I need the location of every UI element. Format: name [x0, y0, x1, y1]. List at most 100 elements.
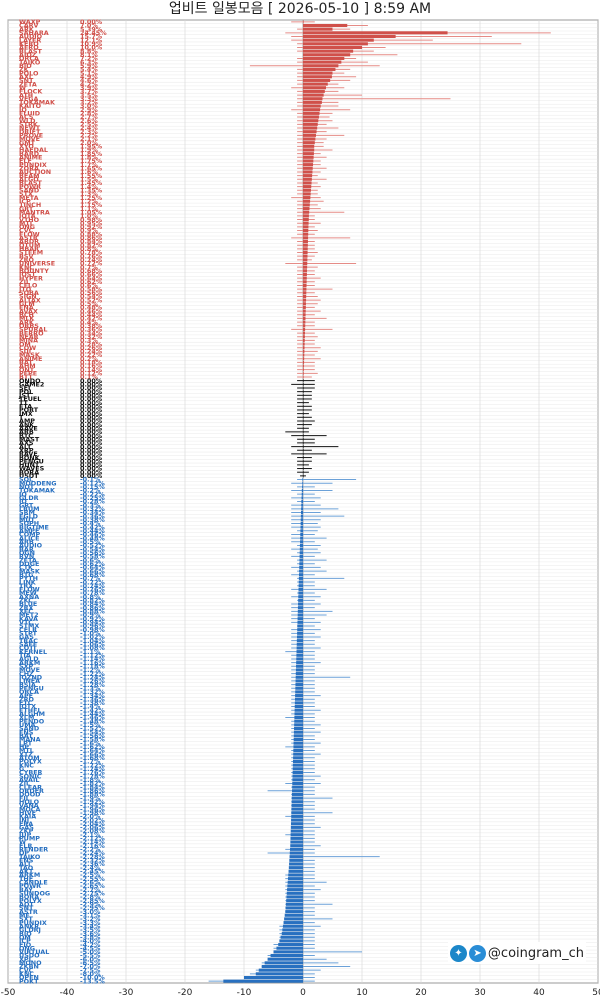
symbol-label: IQ — [19, 106, 27, 114]
percent-label: 2.5% — [80, 121, 98, 129]
percent-label: -1.66% — [80, 750, 105, 758]
change-bar — [303, 349, 305, 353]
change-bar — [303, 423, 304, 427]
symbol-label: GLDRJ — [19, 926, 41, 934]
symbol-label: NEAR — [19, 333, 39, 341]
percent-label: 15.7% — [80, 33, 103, 41]
symbol-label: FLOW — [19, 230, 40, 238]
symbol-label: RAY — [19, 886, 33, 894]
percent-label: 0.86% — [80, 234, 103, 242]
change-bar — [303, 56, 345, 60]
change-bar — [303, 250, 308, 255]
symbol-label: AKT — [19, 868, 34, 876]
percent-label: 2.2% — [80, 132, 98, 140]
symbol-label: MTL — [19, 747, 34, 755]
change-bar — [300, 518, 303, 522]
change-bar — [298, 587, 303, 591]
symbol-label: ENA — [19, 304, 34, 312]
percent-label: 3.2% — [80, 99, 98, 107]
symbol-label: SAND — [19, 725, 39, 733]
percent-label: -0.8% — [80, 593, 101, 601]
percent-label: 0.34% — [80, 329, 103, 337]
percent-label: 1.8% — [80, 154, 98, 162]
percent-label: 0.66% — [80, 271, 103, 279]
percent-label: -2.28% — [80, 853, 105, 861]
percent-label: 4.9% — [80, 73, 98, 81]
percent-label: -0.46% — [80, 531, 105, 539]
change-bar — [303, 357, 305, 361]
percent-label: 0.16% — [80, 362, 103, 370]
symbol-label: ANIME — [19, 154, 42, 162]
percent-label: 0.62% — [80, 278, 103, 286]
change-bar — [292, 770, 303, 774]
symbol-label: RAVE — [19, 450, 38, 458]
symbol-label: MUT — [19, 516, 36, 524]
symbol-label: BTC — [19, 432, 33, 440]
percent-label: 0.68% — [80, 267, 103, 275]
change-bar — [303, 108, 321, 112]
symbol-label: GRT — [19, 501, 34, 509]
change-bar — [300, 540, 303, 544]
change-bar — [291, 818, 303, 822]
symbol-label: ANKR — [19, 922, 39, 930]
symbol-label: ETA — [19, 402, 32, 410]
change-bar — [286, 891, 303, 895]
symbol-label: AUCTION — [19, 168, 51, 176]
percent-label: -3.8% — [80, 933, 101, 941]
percent-label: -0.1% — [80, 476, 101, 484]
percent-label: -1.36% — [80, 695, 105, 703]
change-bar — [303, 342, 305, 346]
symbol-label: ZRO — [19, 695, 35, 703]
symbol-label: LRUM — [19, 505, 40, 513]
change-bar — [303, 283, 307, 288]
symbol-label: SXP — [19, 662, 34, 670]
change-bar — [303, 276, 307, 280]
symbol-label: APE — [19, 692, 33, 700]
change-bar — [303, 287, 307, 291]
symbol-label: POLYX — [19, 897, 42, 905]
change-bar — [303, 199, 311, 203]
symbol-label: HP — [19, 743, 29, 751]
symbol-label: POLO — [19, 69, 39, 77]
change-bar — [299, 547, 303, 551]
symbol-label: SNT — [19, 77, 34, 85]
percent-label: 0.48% — [80, 304, 103, 312]
change-bar — [289, 851, 303, 855]
percent-label: 0.00% — [80, 432, 103, 440]
percent-label: -2.4% — [80, 864, 101, 872]
symbol-label: BSIA — [19, 681, 36, 689]
symbol-label: SAHARA — [19, 29, 49, 37]
percent-label: 0.5% — [80, 300, 98, 308]
symbol-label: MAST — [19, 435, 40, 443]
chart-title: 업비트 일봉모음 [ 2026-05-10 ] 8:59 AM — [168, 1, 432, 17]
percent-label: 1.35% — [80, 186, 103, 194]
percent-label: 1.05% — [80, 208, 103, 216]
percent-label: -1.58% — [80, 736, 105, 744]
change-bar — [303, 368, 304, 372]
change-bar — [298, 591, 303, 595]
symbol-label: ENS — [19, 728, 34, 736]
percent-label: 0.1% — [80, 373, 98, 381]
symbol-label: SNT — [19, 904, 34, 912]
symbol-label: SOL — [19, 476, 33, 484]
change-bar — [297, 624, 303, 628]
change-bar — [303, 23, 348, 28]
symbol-label: BCH — [19, 311, 34, 319]
percent-label: -0.6% — [80, 556, 101, 564]
change-bar — [303, 353, 305, 357]
percent-label: -1.68% — [80, 754, 105, 762]
change-bar — [285, 902, 303, 906]
percent-label: -1.98% — [80, 809, 105, 817]
symbol-label: TOKAMAK — [19, 487, 56, 495]
percent-label: -1.88% — [80, 791, 105, 799]
percent-label: 0.00% — [80, 439, 103, 447]
symbol-label: OGN — [19, 549, 35, 557]
symbol-label: KNC — [19, 263, 34, 271]
percent-label: -2.0% — [80, 813, 101, 821]
percent-label: -0.5% — [80, 538, 101, 546]
change-bar — [303, 298, 307, 302]
change-bar — [300, 514, 303, 518]
percent-label: 0.18% — [80, 359, 103, 367]
symbol-label: W — [19, 84, 26, 92]
change-bar — [303, 474, 304, 478]
